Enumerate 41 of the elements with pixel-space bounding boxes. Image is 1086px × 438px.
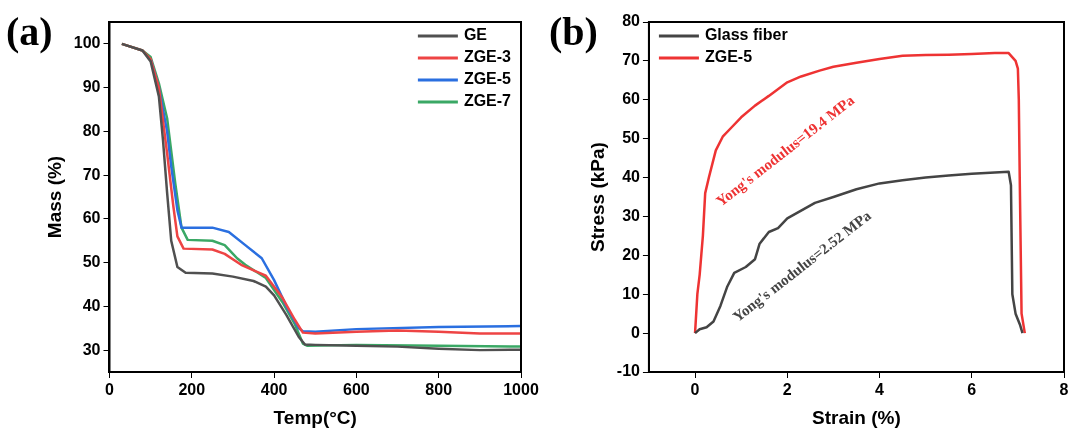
x-axis-title: Temp(°C)	[273, 406, 357, 428]
y-tick-label: 60	[622, 90, 641, 108]
y-tick-label: 10	[622, 284, 641, 302]
x-tick-label: 4	[875, 381, 885, 399]
y-tick-label: 30	[82, 340, 101, 358]
legend-label: ZGE-7	[463, 92, 512, 110]
y-axis-title: Mass (%)	[43, 155, 65, 239]
legend-label: ZGE-5	[463, 70, 512, 88]
x-tick-label: 6	[967, 381, 977, 399]
y-axis-title: Stress (kPa)	[586, 142, 608, 252]
x-tick-label: 0	[690, 381, 700, 399]
x-tick-label: 800	[425, 381, 453, 399]
y-tick-label: 50	[82, 253, 101, 271]
x-tick-label: 1000	[503, 381, 539, 399]
x-tick-label: 400	[260, 381, 288, 399]
y-tick-label: 40	[622, 167, 641, 185]
y-tick-label: 40	[82, 296, 101, 314]
x-tick-label: 8	[1059, 381, 1069, 399]
y-tick-label: 60	[82, 209, 101, 227]
legend-label: ZGE-3	[463, 48, 512, 66]
x-tick-label: 2	[782, 381, 792, 399]
chart-title: (a)	[6, 8, 53, 55]
y-tick-label: 100	[73, 34, 101, 52]
y-tick-label: 30	[622, 206, 641, 224]
y-tick-label: 80	[82, 121, 101, 139]
y-tick-label: 70	[622, 51, 641, 69]
legend-label: ZGE-5	[704, 48, 753, 66]
x-axis-title: Strain (%)	[812, 406, 901, 428]
y-tick-label: -10	[616, 362, 641, 380]
y-tick-label: 50	[622, 129, 641, 147]
x-tick-label: 200	[178, 381, 206, 399]
x-tick-label: 600	[343, 381, 370, 399]
chart-title: (b)	[549, 8, 598, 55]
y-tick-label: 0	[631, 323, 641, 341]
y-tick-label: 70	[82, 165, 101, 183]
y-tick-label: 20	[622, 245, 641, 263]
legend-label: GE	[463, 26, 488, 44]
y-tick-label: 90	[82, 78, 101, 96]
y-tick-label: 80	[622, 12, 641, 30]
x-tick-label: 0	[105, 381, 115, 399]
legend-label: Glass fiber	[704, 26, 788, 44]
